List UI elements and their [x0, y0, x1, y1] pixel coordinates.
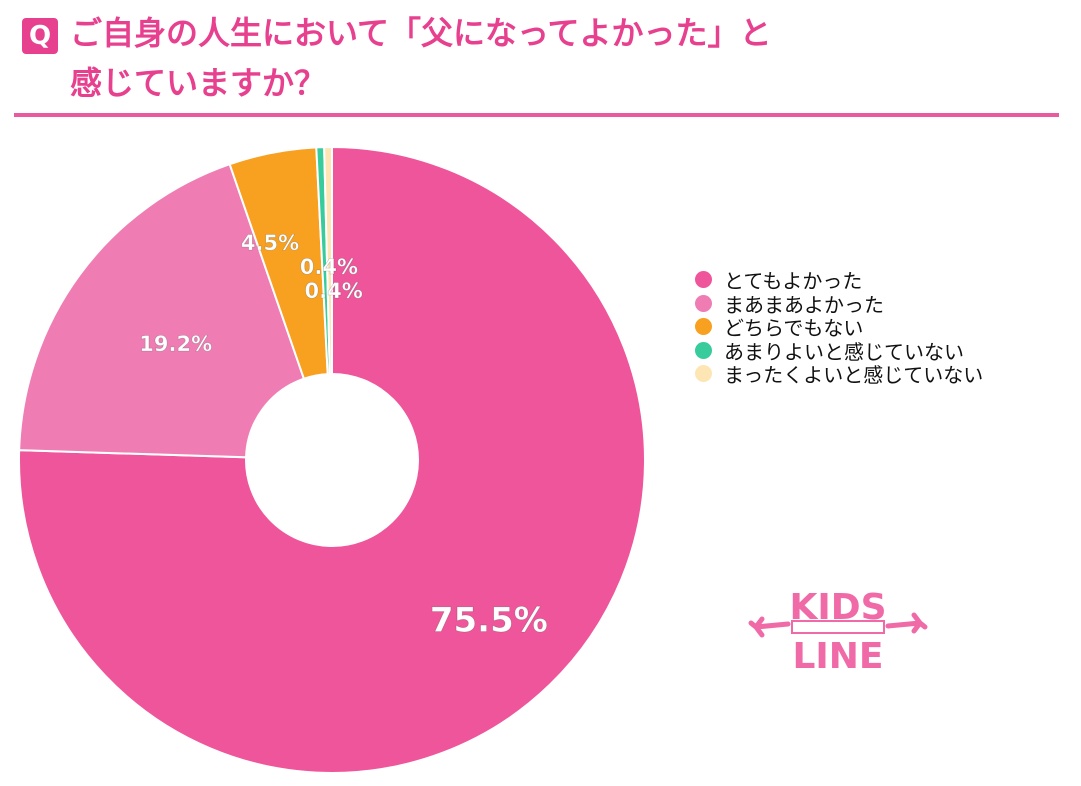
logo-check-band: [791, 620, 885, 634]
legend-item-not-good-at-all: まったくよいと感じていない: [695, 362, 984, 388]
legend-item-very-good: とてもよかった: [695, 268, 983, 294]
chart-legend: とてもよかった まあまあよかった どちらでもない あまりよいと感じていない まっ…: [695, 268, 984, 388]
pie-slice: [323, 145, 333, 376]
data-label: 0.4%: [300, 255, 358, 279]
data-label: 0.4%: [305, 279, 363, 303]
donut-chart: 75.5% 19.2% 4.5%0.4%0.4%: [18, 145, 646, 774]
logo-text-bottom: LINE: [792, 636, 883, 675]
legend-label: あまりよいと感じていない: [724, 339, 964, 364]
legend-label: まあまあよかった: [724, 292, 884, 317]
logo-text-top: KIDS: [789, 587, 886, 628]
legend-label: どちらでもない: [724, 316, 864, 341]
data-label: 19.2%: [139, 332, 212, 356]
legend-item-fairly-good: まあまあよかった: [695, 292, 983, 317]
data-label: 4.5%: [241, 231, 299, 255]
logo-left-arm: [748, 616, 791, 638]
pie-slice: [18, 162, 306, 459]
legend-label: まったくよいと感じていない: [724, 363, 984, 388]
kidsline-logo: KIDS LINE: [748, 587, 928, 675]
legend-swatch: [695, 318, 712, 336]
legend-item-not-very-good: あまりよいと感じていない: [695, 339, 983, 364]
question-badge: Q: [22, 18, 58, 54]
data-label: 75.5%: [430, 600, 548, 640]
title-divider: [14, 113, 1059, 117]
legend-label: とてもよかった: [724, 269, 863, 294]
legend-item-neither: どちらでもない: [695, 315, 983, 341]
page-title: ご自身の人生において「父になってよかった」と 感じていますか？: [70, 14, 772, 102]
legend-swatch: [695, 271, 712, 289]
pie-slice: [18, 145, 646, 774]
legend-swatch: [695, 365, 712, 383]
legend-swatch: [695, 341, 712, 359]
logo-right-arm: [885, 612, 928, 634]
legend-swatch: [695, 294, 712, 312]
